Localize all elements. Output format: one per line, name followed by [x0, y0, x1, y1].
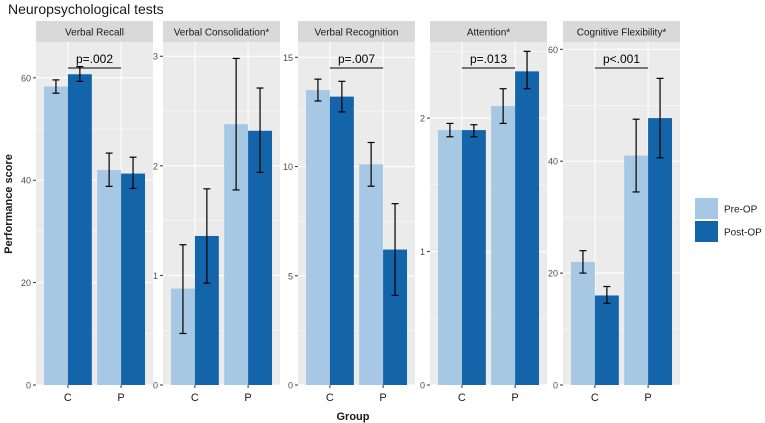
y-tick-label: 60 [548, 45, 558, 55]
bar-post-op-C [594, 295, 619, 385]
panel-1: Verbal Recall 0 20 40 60 C Pp=.002 [21, 21, 153, 404]
legend: Pre-OP Post-OP [695, 198, 762, 242]
y-tick-label: 0 [26, 381, 31, 391]
bar-pre-op-P [97, 169, 122, 385]
bar-pre-op-P [491, 106, 516, 385]
bar-pre-op-C [305, 90, 330, 386]
y-tick-label: 60 [21, 73, 31, 83]
panel-2: Verbal Consolidation* 0 1 2 3 C P [153, 21, 280, 404]
x-tick-label: C [591, 392, 599, 404]
significance-label: p=.002 [76, 52, 113, 66]
bar-pre-op-C [570, 261, 595, 385]
x-tick-label: C [64, 392, 72, 404]
bar-post-op-C [67, 74, 92, 386]
x-tick-label: P [379, 392, 386, 404]
bar-post-op-P [515, 71, 540, 385]
significance-label: p=.013 [470, 52, 507, 66]
facet-strip [36, 21, 153, 42]
legend-label: Pre-OP [724, 205, 758, 216]
bar-post-op-P [248, 130, 273, 385]
y-tick-label: 20 [548, 269, 558, 279]
y-tick-label: 5 [288, 271, 293, 281]
x-tick-label: P [644, 392, 651, 404]
facet-strip-label: Attention* [467, 28, 510, 39]
y-tick-label: 20 [21, 278, 31, 288]
y-tick-label: 0 [420, 381, 425, 391]
x-tick-label: C [191, 392, 199, 404]
facet-strip-label: Verbal Consolidation* [174, 28, 270, 39]
bar-pre-op-P [359, 164, 384, 385]
bar-pre-op-P [624, 155, 649, 385]
y-tick-label: 40 [21, 176, 31, 186]
y-tick-label: 0 [553, 381, 558, 391]
significance-label: p<.001 [603, 52, 640, 66]
y-tick-label: 0 [153, 381, 158, 391]
facet-strip [163, 21, 280, 42]
panel-4: Attention* 0 1 2 C Pp=.013 [420, 21, 547, 404]
x-axis-label: Group [337, 411, 370, 423]
chart-title: Neuropsychological tests [8, 1, 164, 17]
bar-post-op-P [648, 118, 673, 386]
panel-3: Verbal Recognition 0 5 10 15 C Pp=.007 [283, 21, 415, 404]
bar-pre-op-C [170, 288, 195, 385]
x-tick-label: P [244, 392, 251, 404]
x-tick-label: P [117, 392, 124, 404]
bar-pre-op-P [224, 124, 249, 385]
y-axis-label: Performance score [3, 154, 15, 254]
facet-strip-label: Verbal Recall [65, 28, 124, 39]
legend-swatch-post-op [695, 221, 718, 242]
y-tick-label: 0 [288, 381, 293, 391]
facet-strip [298, 21, 415, 42]
legend-swatch-pre-op [695, 198, 718, 219]
bar-post-op-C [461, 130, 486, 385]
bar-post-op-C [329, 96, 354, 386]
bar-post-op-P [121, 173, 146, 385]
significance-label: p=.007 [338, 52, 375, 66]
facet-strip-label: Verbal Recognition [315, 28, 399, 39]
bar-pre-op-C [437, 130, 462, 385]
y-tick-label: 15 [283, 53, 293, 63]
y-tick-label: 10 [283, 162, 293, 172]
bar-pre-op-C [43, 86, 68, 385]
y-tick-label: 2 [153, 161, 158, 171]
panel-5: Cognitive Flexibility* 0 20 40 60 C Pp<.001 [548, 21, 680, 404]
facet-strip [563, 21, 680, 42]
bar-post-op-C [194, 235, 219, 385]
x-tick-label: C [326, 392, 334, 404]
facet-strip-label: Cognitive Flexibility* [577, 28, 667, 39]
y-tick-label: 3 [153, 52, 158, 62]
y-tick-label: 40 [548, 157, 558, 167]
legend-label: Post-OP [724, 228, 762, 239]
facet-strip [430, 21, 547, 42]
y-tick-label: 1 [153, 271, 158, 281]
bar-post-op-P [383, 249, 408, 385]
y-tick-label: 2 [420, 114, 425, 124]
y-tick-label: 1 [420, 247, 425, 257]
x-tick-label: P [511, 392, 518, 404]
x-tick-label: C [458, 392, 466, 404]
